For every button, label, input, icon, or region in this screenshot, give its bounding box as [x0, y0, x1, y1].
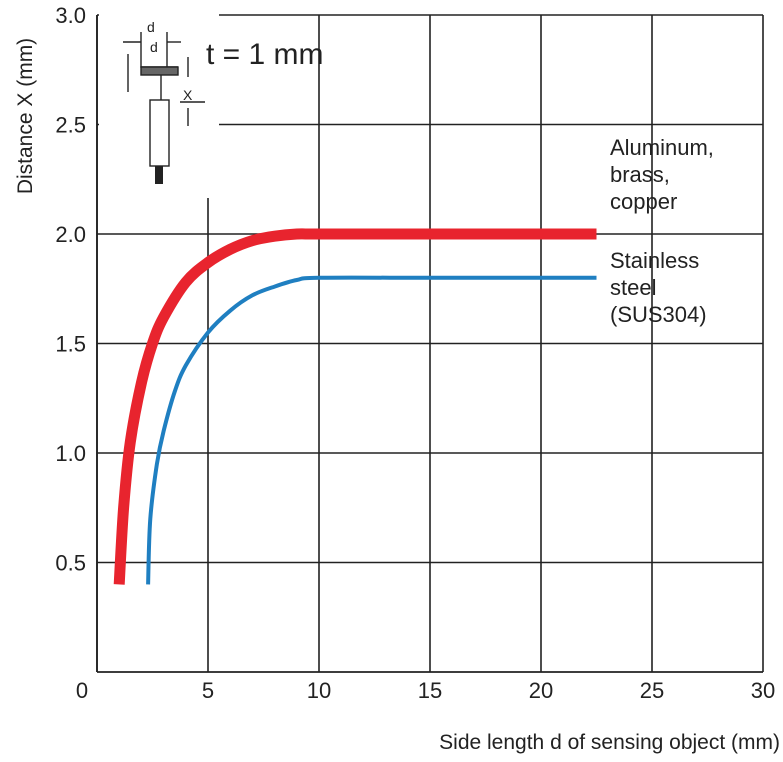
x-tick-labels: 0 5 10 15 20 25 30 [76, 678, 775, 703]
y-tick-label: 2.0 [55, 222, 86, 247]
y-tick-label: 3.0 [55, 3, 86, 28]
y-tick-label: 0.5 [55, 551, 86, 576]
series-label-stainless-steel: Stainless steel (SUS304) [610, 248, 707, 327]
thickness-annotation: t = 1 mm [206, 38, 324, 71]
icon-x-label: X [183, 87, 193, 103]
icon-d-top-label: d [147, 19, 155, 35]
icon-d-box-label: d [150, 39, 158, 55]
x-tick-label: 20 [529, 678, 553, 703]
sensor-diagram-icon: d d X [123, 19, 205, 184]
y-axis-label: Distance X (mm) [14, 38, 37, 194]
x-axis-label: Side length d of sensing object (mm) [439, 731, 780, 754]
x-tick-label: 25 [640, 678, 664, 703]
series-lines [113, 228, 597, 585]
y-tick-label: 2.5 [55, 113, 86, 138]
series-line-aluminum-brass-copper [113, 228, 597, 585]
y-tick-label: 1.0 [55, 441, 86, 466]
x-tick-label: 5 [202, 678, 214, 703]
x-tick-label: 30 [751, 678, 775, 703]
series-labels: Aluminum, brass, copper Stainless steel (SUS3… [610, 135, 714, 327]
x-tick-label: 0 [76, 678, 88, 703]
x-tick-label: 15 [418, 678, 442, 703]
x-tick-label: 10 [307, 678, 331, 703]
y-tick-label: 1.5 [55, 332, 86, 357]
series-line-stainless-steel [146, 275, 597, 585]
y-tick-labels: 0.5 1.0 1.5 2.0 2.5 3.0 [55, 3, 86, 576]
series-label-aluminum-brass-copper: Aluminum, brass, copper [610, 135, 714, 214]
